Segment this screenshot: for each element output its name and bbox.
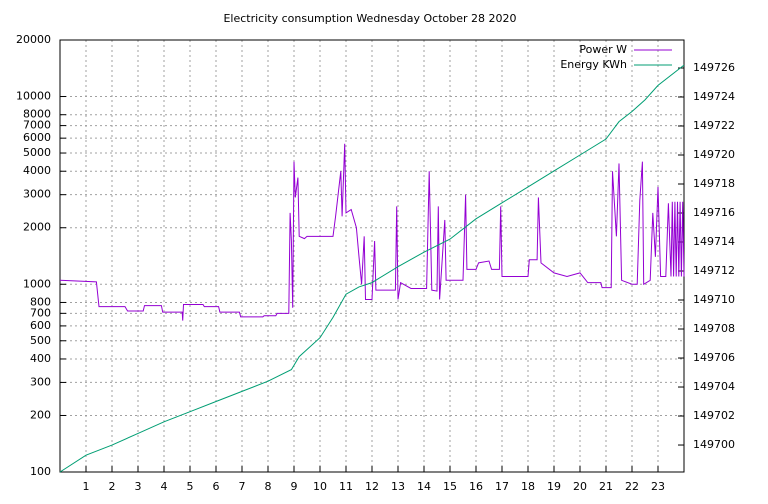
y2-tick-label: 149706	[693, 351, 735, 364]
y-tick-label: 200	[30, 408, 51, 421]
x-tick-label: 10	[313, 480, 327, 493]
x-tick-label: 18	[521, 480, 535, 493]
x-tick-label: 3	[135, 480, 142, 493]
y-tick-label: 7000	[23, 119, 51, 132]
series-line	[59, 143, 685, 321]
x-tick-label: 1	[83, 480, 90, 493]
x-tick-label: 16	[469, 480, 483, 493]
y-tick-label: 100	[30, 465, 51, 478]
legend-label: Power W	[579, 43, 627, 56]
x-tick-label: 11	[339, 480, 353, 493]
x-tick-label: 23	[651, 480, 665, 493]
y-tick-label: 400	[30, 352, 51, 365]
y2-tick-label: 149708	[693, 322, 735, 335]
y2-tick-label: 149726	[693, 61, 735, 74]
y-tick-label: 2000	[23, 221, 51, 234]
y-tick-label: 300	[30, 375, 51, 388]
y2-tick-label: 149704	[693, 380, 735, 393]
y-tick-label: 700	[30, 306, 51, 319]
x-tick-label: 4	[161, 480, 168, 493]
x-tick-label: 9	[291, 480, 298, 493]
y2-tick-label: 149718	[693, 177, 735, 190]
x-tick-label: 22	[625, 480, 639, 493]
x-tick-label: 21	[599, 480, 613, 493]
chart-title: Electricity consumption Wednesday Octobe…	[223, 12, 516, 25]
x-tick-label: 15	[443, 480, 457, 493]
x-tick-label: 7	[239, 480, 246, 493]
x-tick-label: 5	[187, 480, 194, 493]
y2-tick-label: 149716	[693, 206, 735, 219]
y-tick-label: 500	[30, 334, 51, 347]
series-line	[59, 64, 685, 473]
y2-tick-label: 149712	[693, 264, 735, 277]
y-tick-label: 8000	[23, 108, 51, 121]
y-tick-label: 5000	[23, 146, 51, 159]
y2-tick-label: 149700	[693, 438, 735, 451]
y-tick-label: 6000	[23, 131, 51, 144]
x-tick-label: 20	[573, 480, 587, 493]
y2-tick-label: 149722	[693, 119, 735, 132]
x-tick-label: 12	[365, 480, 379, 493]
y2-tick-label: 149720	[693, 148, 735, 161]
legend-label: Energy KWh	[560, 58, 627, 71]
x-tick-label: 13	[391, 480, 405, 493]
y-tick-label: 4000	[23, 164, 51, 177]
x-tick-label: 14	[417, 480, 431, 493]
x-tick-label: 8	[265, 480, 272, 493]
y2-tick-label: 149710	[693, 293, 735, 306]
y-tick-label: 3000	[23, 188, 51, 201]
y-tick-label: 600	[30, 319, 51, 332]
x-tick-label: 19	[547, 480, 561, 493]
y-tick-label: 1000	[23, 277, 51, 290]
x-tick-label: 17	[495, 480, 509, 493]
y2-tick-label: 149714	[693, 235, 735, 248]
y2-tick-label: 149724	[693, 90, 735, 103]
x-tick-label: 6	[213, 480, 220, 493]
y-tick-label: 20000	[16, 33, 51, 46]
x-tick-label: 2	[109, 480, 116, 493]
y-tick-label: 800	[30, 295, 51, 308]
y2-tick-label: 149702	[693, 409, 735, 422]
y-tick-label: 10000	[16, 90, 51, 103]
